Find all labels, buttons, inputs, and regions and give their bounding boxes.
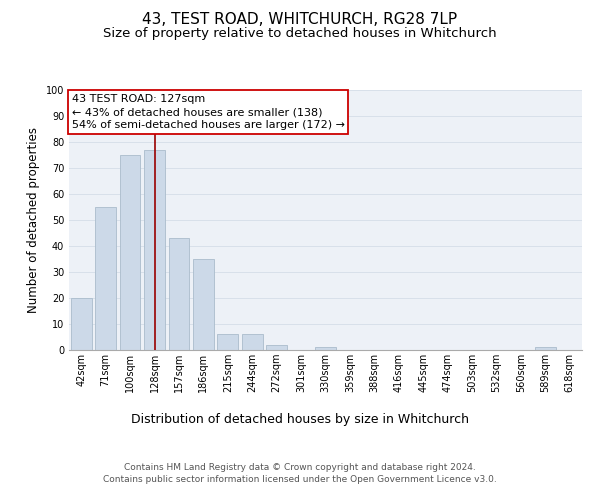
Bar (169, 238, 190, 350)
Bar (119, 155, 140, 350)
Bar (242, 334, 263, 350)
Y-axis label: Number of detached properties: Number of detached properties (27, 127, 40, 313)
Text: Contains HM Land Registry data © Crown copyright and database right 2024.
Contai: Contains HM Land Registry data © Crown c… (103, 462, 497, 484)
Bar (144, 150, 165, 350)
Bar (266, 345, 287, 350)
Bar (535, 348, 556, 350)
Bar (193, 259, 214, 350)
Text: 43, TEST ROAD, WHITCHURCH, RG28 7LP: 43, TEST ROAD, WHITCHURCH, RG28 7LP (142, 12, 458, 28)
Text: 43 TEST ROAD: 127sqm
← 43% of detached houses are smaller (138)
54% of semi-deta: 43 TEST ROAD: 127sqm ← 43% of detached h… (71, 94, 344, 130)
Bar (71, 298, 92, 350)
Bar (217, 334, 238, 350)
Bar (315, 348, 336, 350)
Text: Distribution of detached houses by size in Whitchurch: Distribution of detached houses by size … (131, 412, 469, 426)
Text: Size of property relative to detached houses in Whitchurch: Size of property relative to detached ho… (103, 28, 497, 40)
Bar (95, 207, 116, 350)
